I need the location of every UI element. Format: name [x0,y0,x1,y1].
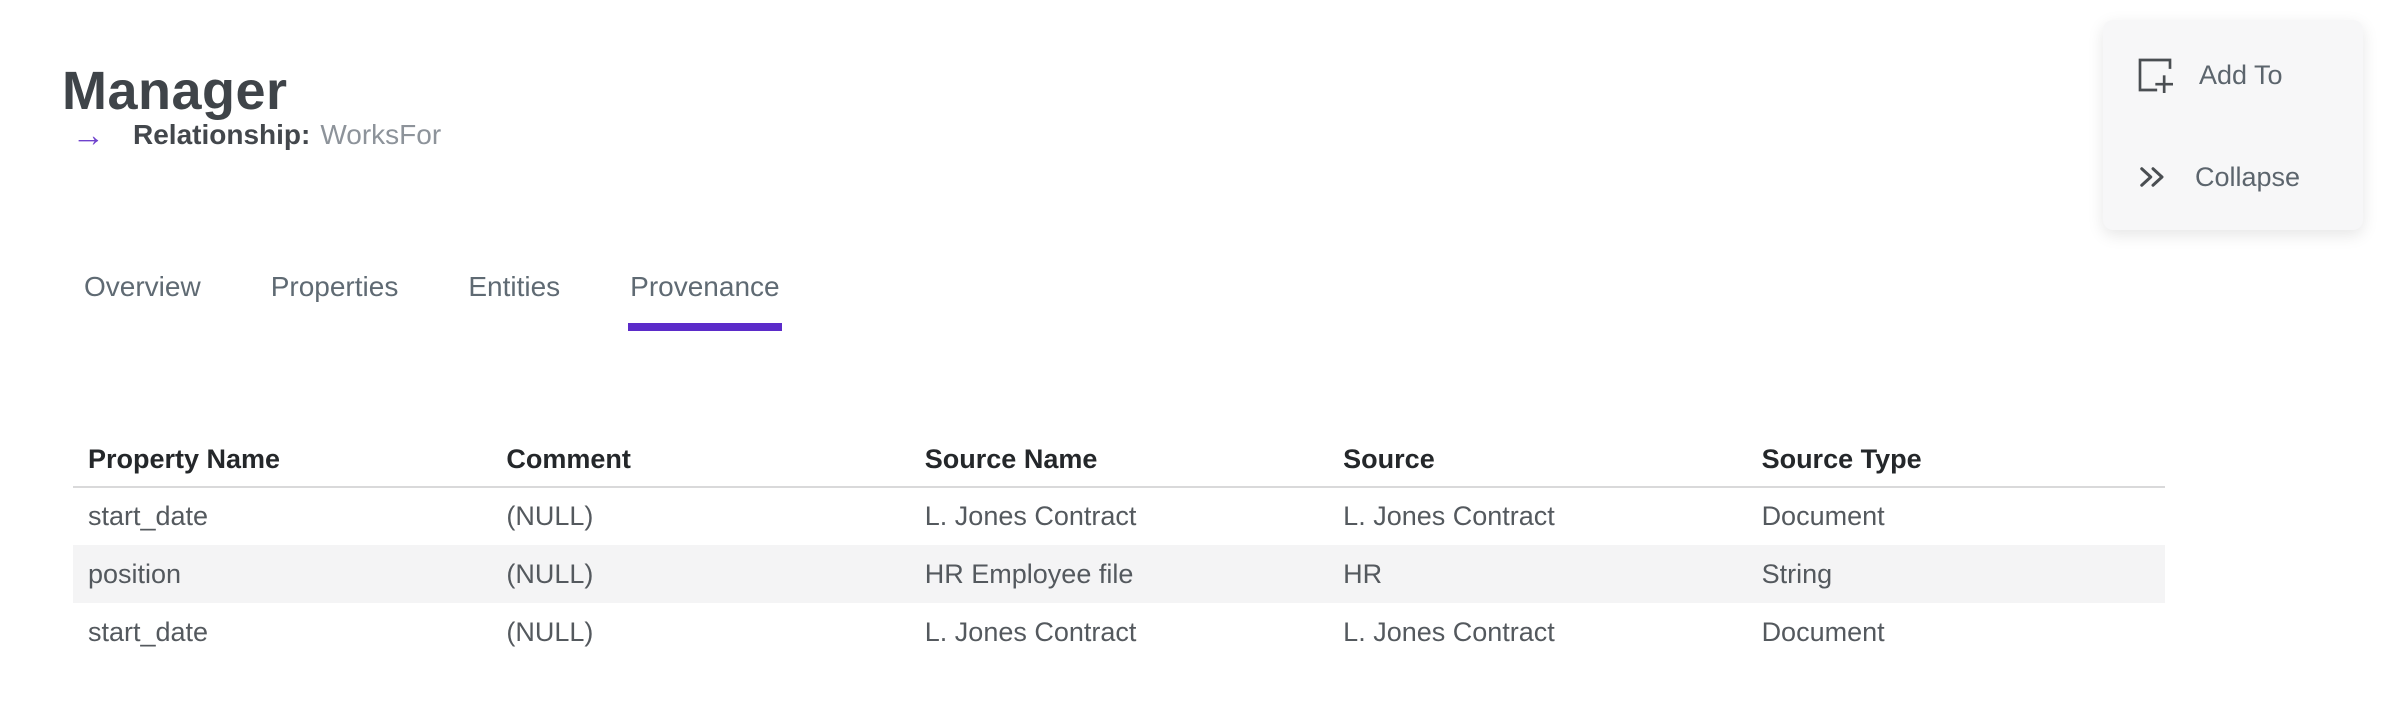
cell-source: L. Jones Contract [1343,501,1555,531]
table-row[interactable]: start_date (NULL) L. Jones Contract L. J… [73,603,2165,661]
table-row[interactable]: start_date (NULL) L. Jones Contract L. J… [73,487,2165,545]
tab-properties[interactable]: Properties [270,271,399,302]
tab-bar: Overview Properties Entities Provenance [82,271,782,331]
add-to-icon [2135,55,2175,95]
provenance-table: Property Name Comment Source Name Source… [73,433,2165,661]
cell-source-type: String [1761,558,1833,589]
add-to-button[interactable]: Add To [2135,55,2363,95]
cell-comment: (NULL) [506,558,594,589]
actions-panel: Add To Collapse [2103,20,2363,230]
page-title: Manager [62,61,288,122]
cell-source-type: Document [1761,501,1885,531]
cell-source-name: L. Jones Contract [924,616,1137,647]
relationship-value: WorksFor [320,119,442,150]
tab-overview[interactable]: Overview [84,271,201,302]
cell-source-name: L. Jones Contract [924,501,1137,531]
cell-property-name: start_date [88,501,209,531]
cell-property-name: position [88,558,182,589]
cell-source: L. Jones Contract [1343,616,1555,647]
collapse-button[interactable]: Collapse [2135,159,2363,195]
table-header-row: Property Name Comment Source Name Source… [73,433,2165,488]
tab-provenance[interactable]: Provenance [628,271,782,331]
cell-source-type: Document [1761,616,1885,647]
relationship-subtitle: → Relationship: WorksFor [72,118,441,152]
relationship-arrow-icon: → [72,116,105,154]
cell-comment: (NULL) [506,501,594,531]
column-header-comment: Comment [491,433,910,488]
tab-entities[interactable]: Entities [468,271,561,302]
relationship-label: Relationship: [133,119,311,150]
cell-property-name: start_date [88,616,209,647]
column-header-source-name: Source Name [909,433,1329,488]
column-header-source-type: Source Type [1746,433,2165,488]
column-header-property-name: Property Name [73,433,492,488]
cell-comment: (NULL) [506,616,594,647]
cell-source-name: HR Employee file [924,558,1134,589]
collapse-label: Collapse [2195,161,2301,192]
column-header-source: Source [1328,433,1747,488]
add-to-label: Add To [2199,59,2283,90]
table-row[interactable]: position (NULL) HR Employee file HR Stri… [73,545,2165,603]
double-chevron-right-icon [2135,159,2171,195]
cell-source: HR [1343,558,1383,589]
